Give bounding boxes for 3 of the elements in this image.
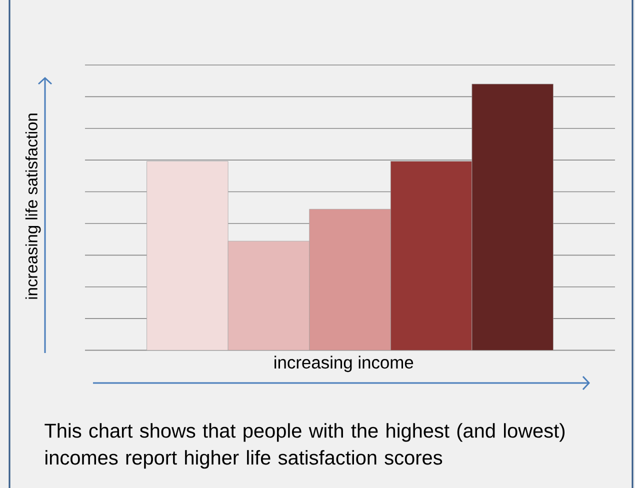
x-axis-title: increasing income — [274, 356, 414, 372]
text: This chart shows that people with the highest (and lowest) incomes report higher life satisfaction scores — [44, 423, 565, 469]
y-axis-title: increasing life satisfaction — [25, 114, 41, 299]
